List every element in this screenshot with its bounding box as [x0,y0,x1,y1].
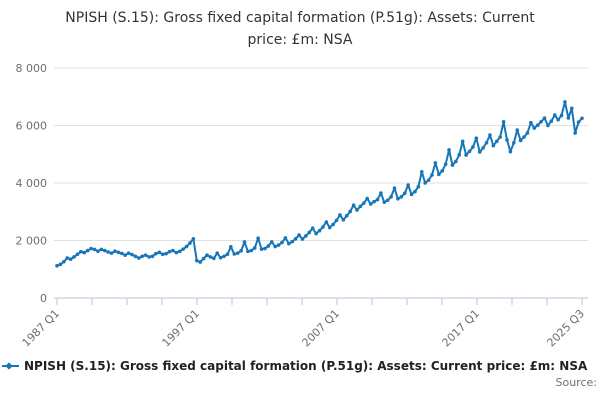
y-axis-tick-label: 0 [40,292,47,305]
legend-label: NPISH (S.15): Gross fixed capital format… [24,359,588,373]
source-label: Source: [555,376,598,389]
x-axis-tick-label: 1997 Q1 [160,307,203,350]
data-series-line [56,100,583,267]
x-axis-tick-label: 2025 Q3 [545,307,588,350]
x-axis-tick-label: 1987 Q1 [20,307,63,350]
legend-line-marker-icon [2,362,19,370]
y-axis-tick-label: 6 000 [16,120,48,133]
line-chart-plot-area: 0 2 000 4 000 6 000 8 000 1987 Q1 1997 Q1 2007 … [16,62,588,350]
x-axis-tick-label: 2017 Q1 [440,307,483,350]
y-axis-tick-label: 8 000 [16,62,48,75]
chart-title: NPISH (S.15): Gross fixed capital format… [65,10,535,48]
y-axis-tick-label: 4 000 [16,177,48,190]
legend-item[interactable]: NPISH (S.15): Gross fixed capital format… [2,359,587,373]
y-axis-tick-label: 2 000 [16,235,48,248]
x-axis-tick-label: 2007 Q1 [300,307,343,350]
